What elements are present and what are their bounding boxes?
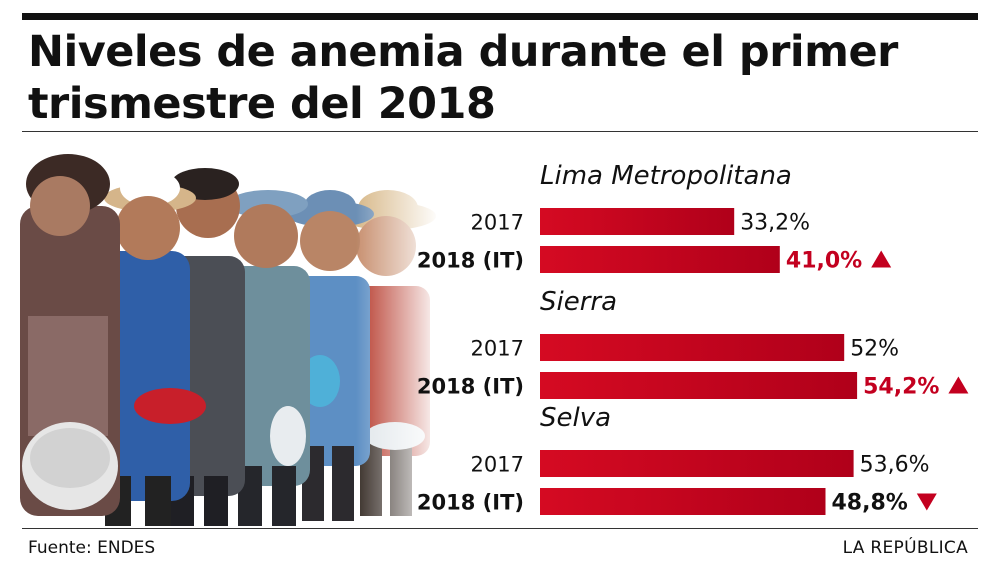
category-label-sierra: Sierra	[540, 287, 617, 317]
top-rule	[22, 13, 978, 20]
value-label-sierra-2018-it: 54,2%	[863, 375, 939, 400]
down-arrow-icon-selva-2018-it	[916, 493, 937, 511]
value-label-lima-metropolitana-2018-it: 41,0%	[786, 249, 862, 274]
bar-sierra-2017	[540, 334, 845, 361]
source-note: Fuente: ENDES	[28, 538, 156, 558]
value-label-selva-2017: 53,6%	[860, 453, 930, 478]
footer-divider	[22, 528, 978, 529]
value-label-lima-metropolitana-2017: 33,2%	[740, 211, 810, 236]
bar-selva-2017	[540, 450, 854, 477]
up-arrow-icon-sierra-2018-it	[948, 376, 969, 394]
year-label-selva-2017: 2017	[471, 453, 524, 477]
bar-lima-metropolitana-2017	[540, 208, 735, 235]
category-label-lima-metropolitana: Lima Metropolitana	[540, 161, 792, 191]
year-label-selva-2018-it: 2018 (IT)	[417, 491, 524, 515]
year-label-lima-metropolitana-2017: 2017	[471, 211, 524, 235]
year-label-lima-metropolitana-2018-it: 2018 (IT)	[417, 249, 524, 273]
children-photo	[20, 136, 440, 526]
brand-logo-text: LA REPÚBLICA	[842, 538, 968, 558]
year-label-sierra-2018-it: 2018 (IT)	[417, 375, 524, 399]
header-divider	[22, 131, 978, 132]
value-label-sierra-2017: 52%	[850, 337, 899, 362]
bar-lima-metropolitana-2018-it	[540, 246, 780, 273]
bar-selva-2018-it	[540, 488, 826, 515]
bar-sierra-2018-it	[540, 372, 858, 399]
category-label-selva: Selva	[540, 403, 611, 433]
year-label-sierra-2017: 2017	[471, 337, 524, 361]
chart-title: Niveles de anemia durante el primer tris…	[28, 27, 898, 129]
up-arrow-icon-lima-metropolitana-2018-it	[871, 250, 892, 268]
value-label-selva-2018-it: 48,8%	[832, 491, 908, 516]
